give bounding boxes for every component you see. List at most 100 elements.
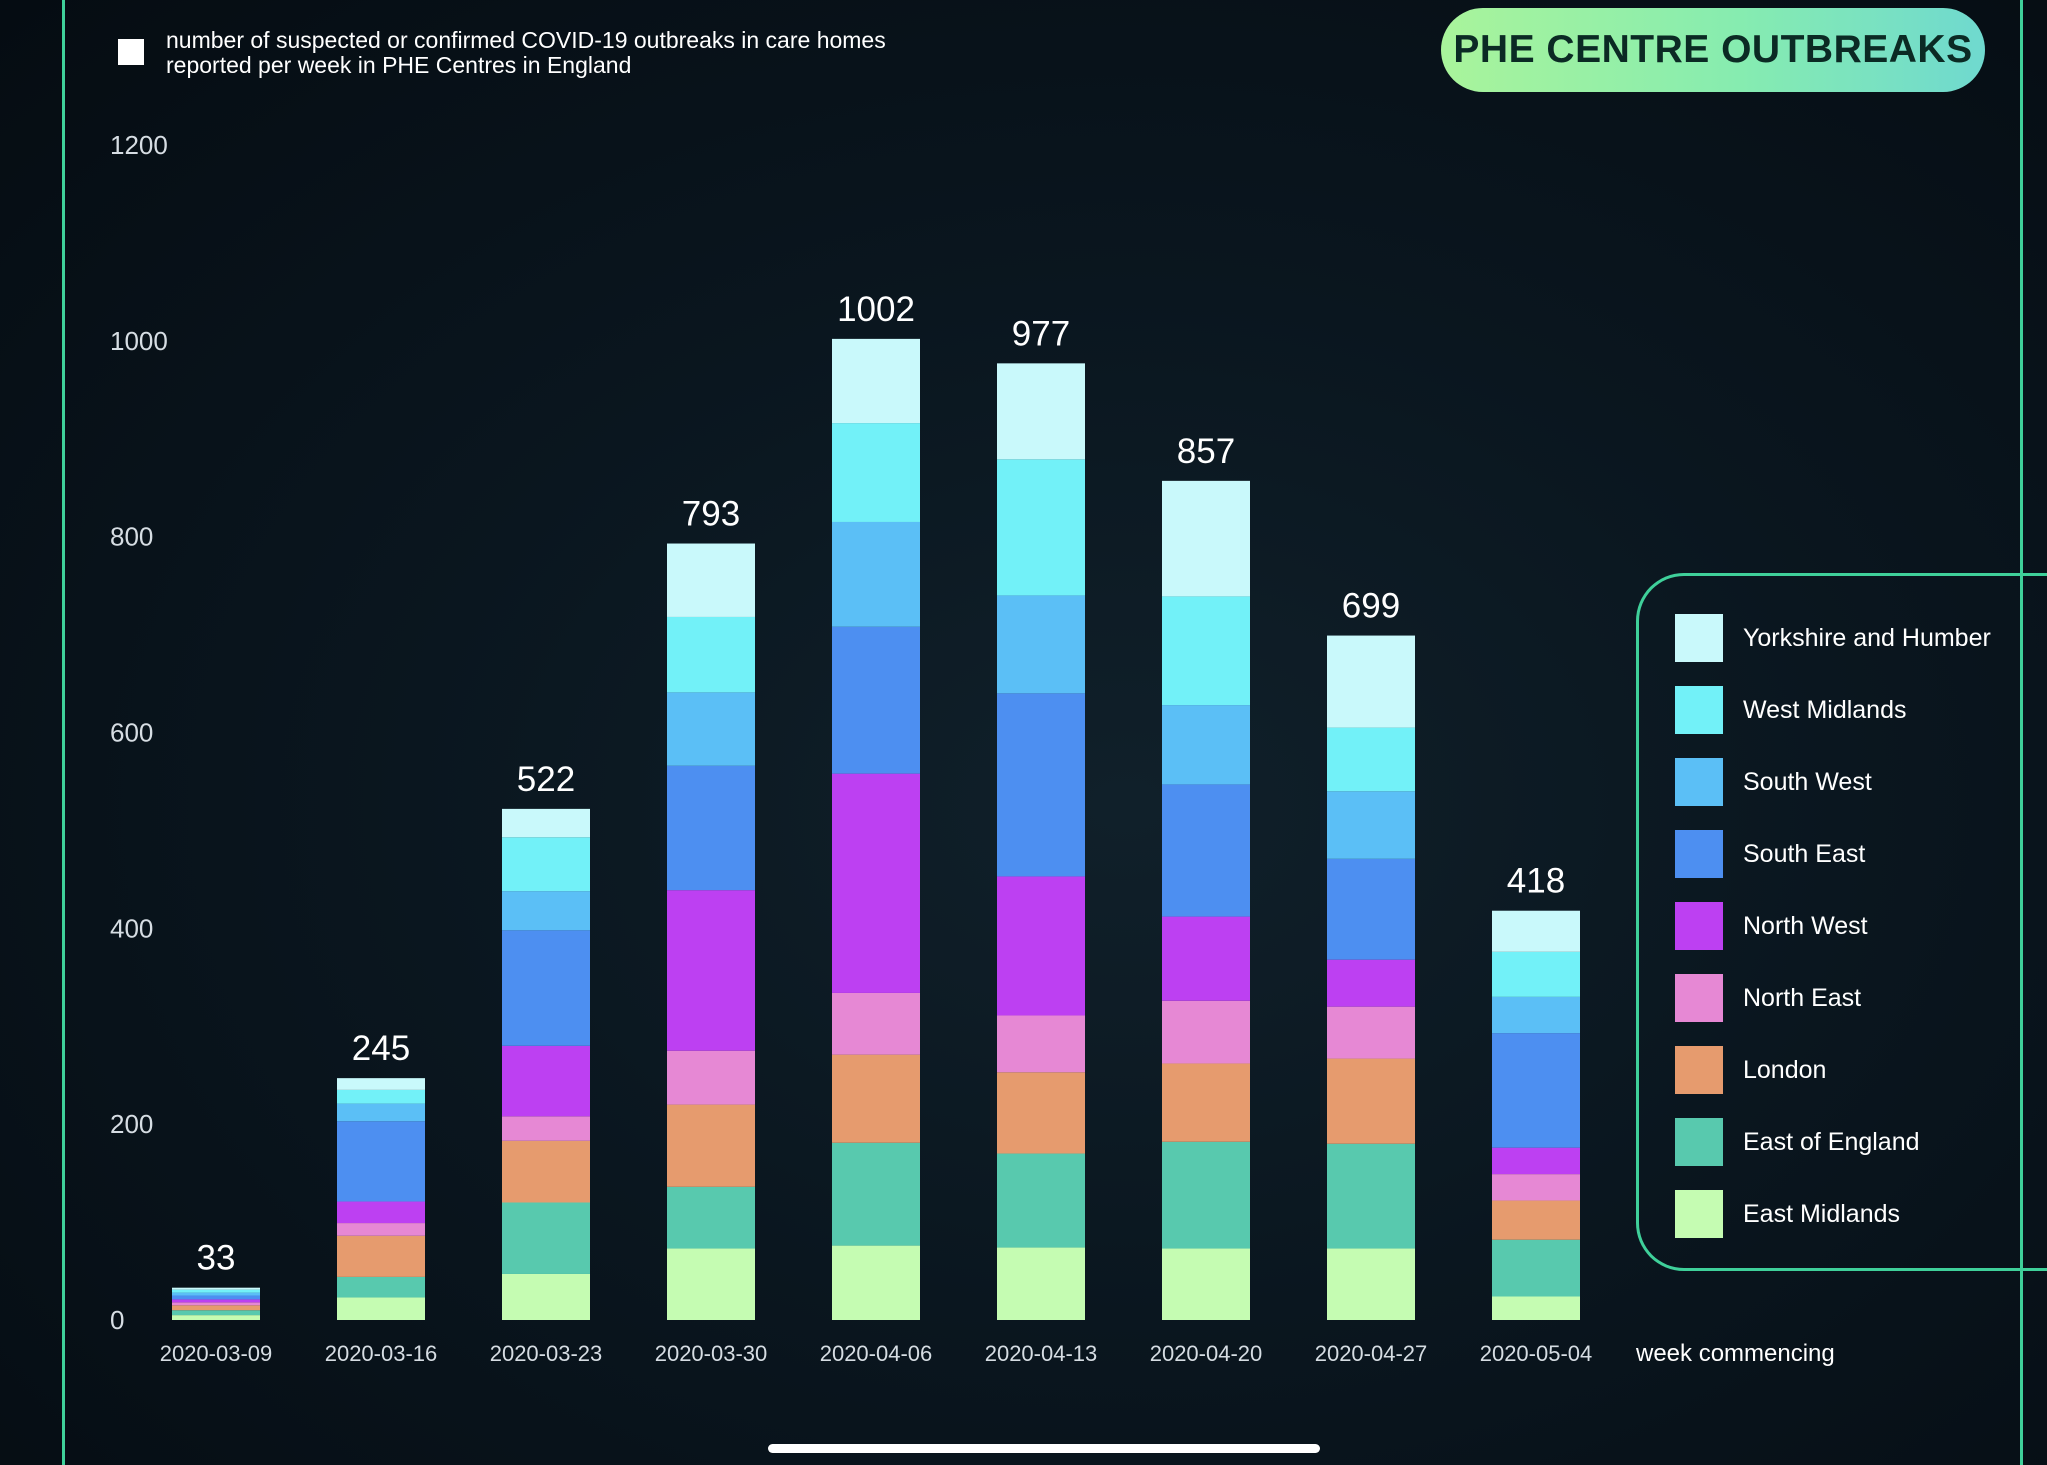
bar-segment-north-west <box>172 1299 260 1303</box>
bar-segment-yorkshire-and-humber <box>667 543 755 617</box>
x-tick-label: 2020-04-27 <box>1315 1341 1428 1366</box>
bar-segment-west-midlands <box>337 1089 425 1104</box>
bar-segment-east-of-england <box>667 1186 755 1249</box>
bar-segment-south-west <box>337 1103 425 1122</box>
bar-total-label: 418 <box>1507 862 1565 901</box>
bar-segment-east-of-england <box>1327 1143 1415 1249</box>
legend-label: East of England <box>1743 1127 1920 1156</box>
legend-swatch <box>1675 830 1723 878</box>
bar-segment-west-midlands <box>832 423 920 522</box>
x-tick-label: 2020-03-16 <box>325 1341 438 1366</box>
bar-segment-south-east <box>997 693 1085 877</box>
bar-segment-north-east <box>502 1116 590 1141</box>
bar-segment-london <box>832 1054 920 1143</box>
legend-swatch <box>1675 758 1723 806</box>
x-axis-title: week commencing <box>1635 1340 1835 1367</box>
home-indicator[interactable] <box>768 1444 1320 1453</box>
legend-swatch <box>1675 1046 1723 1094</box>
bar-segment-north-east <box>832 992 920 1055</box>
bar-segment-south-west <box>997 595 1085 694</box>
legend-item: Yorkshire and Humber <box>1675 614 1991 662</box>
bar-segment-south-west <box>667 692 755 766</box>
legend-label: North East <box>1743 983 1862 1012</box>
bar-segment-west-midlands <box>1327 727 1415 792</box>
legend-label: South West <box>1743 767 1872 796</box>
description-text: number of suspected or confirmed COVID-1… <box>166 27 886 78</box>
legend-item: North West <box>1675 902 1868 950</box>
legend-item: East Midlands <box>1675 1190 1900 1238</box>
bar-segment-north-west <box>502 1045 590 1117</box>
bar-segment-south-west <box>1327 791 1415 859</box>
legend-item: South West <box>1675 758 1872 806</box>
bar-segment-east-midlands <box>172 1315 260 1320</box>
x-tick-label: 2020-03-30 <box>655 1341 768 1366</box>
bar-segment-yorkshire-and-humber <box>172 1287 260 1290</box>
legend-item: East of England <box>1675 1118 1920 1166</box>
bar-segment-south-west <box>1162 705 1250 785</box>
bar-segment-east-of-england <box>172 1310 260 1316</box>
bar-segment-east-midlands <box>502 1273 590 1320</box>
legend-label: North West <box>1743 911 1868 940</box>
bar-segment-north-west <box>1162 916 1250 1001</box>
bar-segment-london <box>1162 1063 1250 1142</box>
bar-segment-north-east <box>1327 1006 1415 1059</box>
bar-segment-london <box>172 1305 260 1311</box>
y-tick-label: 1000 <box>110 326 168 356</box>
legend-item: West Midlands <box>1675 686 1907 734</box>
legend-label: East Midlands <box>1743 1199 1901 1228</box>
bar-segment-east-of-england <box>997 1153 1085 1248</box>
frame-border-left <box>62 0 65 1465</box>
y-tick-label: 0 <box>110 1305 124 1335</box>
legend-label: Yorkshire and Humber <box>1743 623 1991 652</box>
legend-item: North East <box>1675 974 1861 1022</box>
bar-segment-east-midlands <box>337 1297 425 1320</box>
bar-segment-east-of-england <box>832 1142 920 1246</box>
bar-segment-south-west <box>502 891 590 931</box>
legend-swatch <box>1675 1118 1723 1166</box>
bar-segment-east-midlands <box>1492 1296 1580 1320</box>
bar-segment-london <box>667 1104 755 1187</box>
legend-label: West Midlands <box>1743 695 1907 724</box>
bar-segment-east-of-england <box>1162 1141 1250 1249</box>
bar-segment-south-east <box>502 930 590 1046</box>
legend-swatch <box>1675 1190 1723 1238</box>
bar-segment-west-midlands <box>1162 596 1250 706</box>
bar-segment-east-of-england <box>337 1276 425 1298</box>
bar-segment-south-east <box>172 1295 260 1300</box>
legend-swatch <box>1675 902 1723 950</box>
x-tick-label: 2020-03-23 <box>490 1341 603 1366</box>
bar-segment-yorkshire-and-humber <box>502 808 590 838</box>
legend-swatch <box>1675 974 1723 1022</box>
bar-segment-north-east <box>172 1302 260 1306</box>
chart-description: number of suspected or confirmed COVID-1… <box>118 28 966 78</box>
bar-segment-east-midlands <box>832 1245 920 1320</box>
bar-total-label: 977 <box>1012 314 1070 353</box>
bar-segment-east-of-england <box>1492 1239 1580 1297</box>
bar-segment-south-west <box>832 521 920 627</box>
bar-segment-west-midlands <box>172 1289 260 1293</box>
bar-segment-north-east <box>997 1015 1085 1073</box>
bar-total-label: 793 <box>682 495 740 534</box>
bar-segment-london <box>1327 1058 1415 1144</box>
chart-title-badge: PHE CENTRE OUTBREAKS <box>1441 8 1985 92</box>
bar-segment-east-midlands <box>1327 1248 1415 1320</box>
bar-total-label: 699 <box>1342 587 1400 626</box>
bar-segment-south-east <box>1327 858 1415 960</box>
bar-segment-north-east <box>1162 1000 1250 1064</box>
bar-segment-london <box>502 1140 590 1203</box>
bar-segment-london <box>1492 1200 1580 1240</box>
y-tick-label: 200 <box>110 1109 153 1139</box>
x-tick-label: 2020-04-20 <box>1150 1341 1263 1366</box>
description-marker-icon <box>118 39 144 65</box>
legend-label: South East <box>1743 839 1866 868</box>
bar-segment-east-midlands <box>1162 1248 1250 1320</box>
x-tick-label: 2020-04-13 <box>985 1341 1098 1366</box>
bar-segment-yorkshire-and-humber <box>337 1078 425 1090</box>
bar-segment-south-west <box>1492 996 1580 1034</box>
bar-segment-south-west <box>172 1292 260 1296</box>
bar-segment-west-midlands <box>997 459 1085 596</box>
bar-total-label: 857 <box>1177 432 1235 471</box>
bar-segment-south-east <box>337 1121 425 1202</box>
bar-segment-east-of-england <box>502 1202 590 1274</box>
